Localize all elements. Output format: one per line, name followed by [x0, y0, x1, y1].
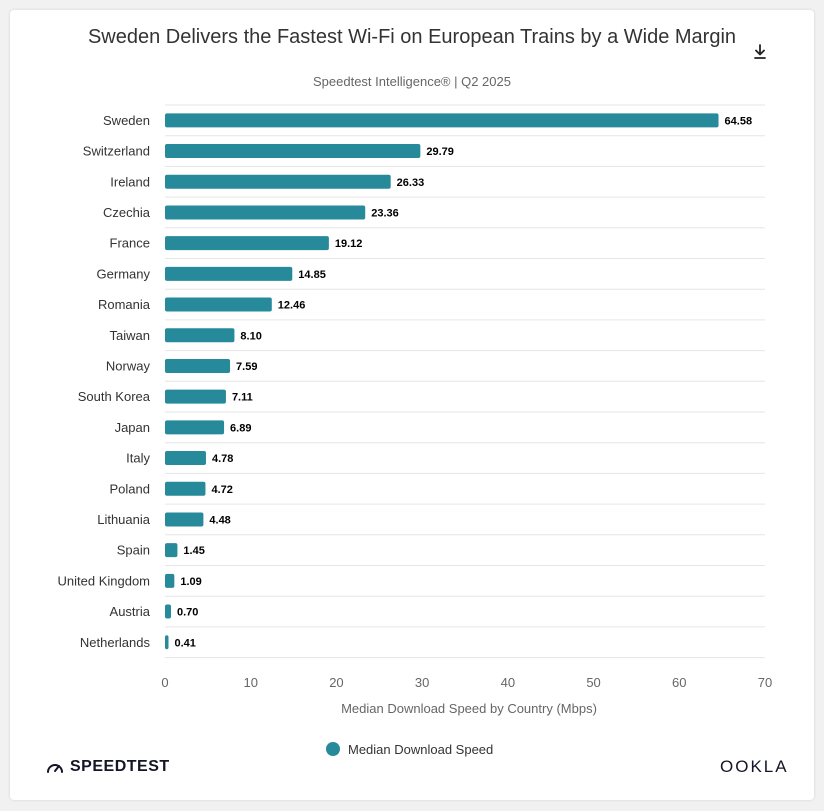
data-label: 29.79	[426, 146, 454, 158]
speedtest-gauge-icon	[47, 764, 63, 773]
bar[interactable]	[165, 297, 272, 312]
bar[interactable]	[165, 481, 206, 496]
bar[interactable]	[165, 604, 171, 619]
data-label: 19.12	[335, 238, 363, 250]
x-tick-label: 60	[672, 675, 686, 690]
download-icon	[754, 44, 766, 59]
ookla-wordmark: OOKLA	[720, 757, 789, 776]
data-label: 1.45	[183, 545, 204, 557]
bar[interactable]	[165, 113, 719, 128]
data-label: 0.70	[177, 607, 198, 619]
speedtest-logo: SPEEDTEST	[46, 757, 170, 777]
chart-title: Sweden Delivers the Fastest Wi-Fi on Eur…	[87, 26, 737, 48]
chart-card	[10, 10, 814, 800]
x-tick-label: 20	[329, 675, 343, 690]
category-label: Sweden	[103, 113, 150, 128]
category-label: Ireland	[110, 174, 150, 189]
data-label: 4.72	[211, 484, 232, 496]
data-label: 8.10	[240, 330, 261, 342]
bar[interactable]	[165, 451, 206, 466]
category-label: Czechia	[103, 205, 151, 220]
category-label: Taiwan	[110, 328, 150, 343]
x-tick-label: 10	[243, 675, 257, 690]
category-label: Norway	[106, 358, 151, 373]
bar[interactable]	[165, 573, 175, 588]
x-tick-label: 30	[415, 675, 429, 690]
ookla-logo: OOKLA	[720, 757, 789, 777]
data-label: 23.36	[371, 207, 399, 219]
bar[interactable]	[165, 389, 226, 404]
bar[interactable]	[165, 512, 204, 527]
x-tick-label: 50	[586, 675, 600, 690]
bar[interactable]	[165, 174, 391, 189]
download-button[interactable]	[750, 42, 770, 62]
data-label: 4.78	[212, 453, 233, 465]
x-tick-label: 70	[758, 675, 772, 690]
bar[interactable]	[165, 635, 169, 650]
legend-item[interactable]: Median Download Speed	[326, 739, 493, 759]
bar[interactable]	[165, 236, 329, 251]
category-label: Italy	[126, 451, 150, 466]
legend-label: Median Download Speed	[348, 741, 494, 757]
data-label: 7.59	[236, 361, 257, 373]
bar[interactable]	[165, 420, 225, 435]
data-label: 7.11	[232, 392, 253, 404]
chart-subtitle: Speedtest Intelligence® | Q2 2025	[313, 74, 511, 89]
category-label: United Kingdom	[58, 573, 151, 588]
category-label: South Korea	[78, 389, 151, 404]
category-label: Netherlands	[80, 635, 151, 650]
category-label: Austria	[110, 604, 151, 619]
bar[interactable]	[165, 266, 293, 281]
bar-chart: Sweden 64.58 Switzerland 29.79 Ireland 26.33 C…	[58, 104, 772, 716]
x-axis-title: Median Download Speed by Country (Mbps)	[341, 701, 597, 716]
data-label: 64.58	[725, 115, 753, 127]
bar[interactable]	[165, 205, 366, 220]
category-label: Poland	[110, 481, 150, 496]
category-label: Switzerland	[83, 144, 150, 159]
bar[interactable]	[165, 543, 178, 558]
speedtest-wordmark: SPEEDTEST	[70, 758, 170, 775]
category-label: Lithuania	[97, 512, 151, 527]
category-label: Romania	[98, 297, 151, 312]
category-label: Japan	[115, 420, 150, 435]
bar[interactable]	[165, 144, 421, 159]
category-label: Spain	[117, 543, 150, 558]
data-label: 4.48	[209, 514, 230, 526]
data-label: 14.85	[298, 269, 326, 281]
bar[interactable]	[165, 358, 231, 373]
data-label: 12.46	[278, 300, 306, 312]
data-label: 1.09	[180, 576, 201, 588]
bar[interactable]	[165, 328, 235, 343]
category-label: France	[110, 236, 150, 251]
category-label: Germany	[97, 266, 151, 281]
data-label: 0.41	[175, 637, 196, 649]
x-tick-label: 40	[501, 675, 515, 690]
legend-swatch	[326, 742, 340, 756]
data-label: 26.33	[397, 177, 425, 189]
data-label: 6.89	[230, 422, 251, 434]
x-tick-label: 0	[161, 675, 168, 690]
